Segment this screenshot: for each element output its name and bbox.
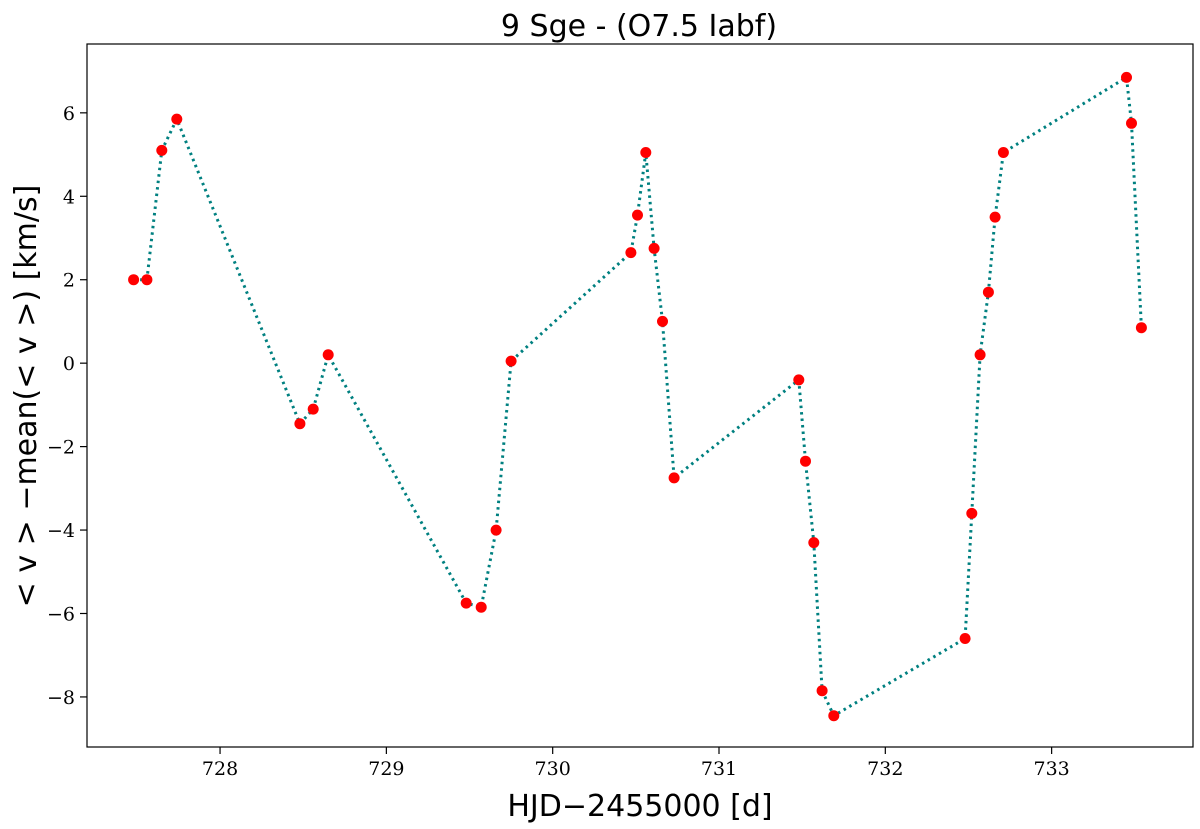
data-point bbox=[982, 286, 994, 298]
data-point bbox=[657, 315, 668, 327]
data-point bbox=[800, 455, 811, 467]
data-point bbox=[997, 147, 1009, 158]
data-point bbox=[307, 403, 319, 415]
y-tick-label: 2 bbox=[63, 270, 75, 292]
plot-area bbox=[86, 43, 1194, 748]
data-point bbox=[294, 418, 306, 430]
data-point bbox=[640, 147, 652, 158]
x-tick-label: 731 bbox=[701, 758, 737, 780]
data-point bbox=[171, 113, 183, 125]
data-point bbox=[625, 247, 637, 259]
data-point bbox=[808, 537, 820, 549]
y-tick-label: −2 bbox=[47, 437, 75, 459]
y-tick-label: −8 bbox=[47, 687, 75, 709]
data-point bbox=[141, 274, 153, 286]
x-tick-label: 733 bbox=[1033, 758, 1069, 780]
y-axis: −8 −6 −4 −2 0 2 4 6 bbox=[47, 103, 87, 709]
data-point bbox=[505, 355, 517, 367]
data-point bbox=[966, 507, 978, 519]
x-tick-label: 732 bbox=[867, 758, 903, 780]
data-point bbox=[322, 349, 334, 361]
data-point bbox=[793, 374, 805, 386]
data-point bbox=[989, 211, 1001, 223]
series-line bbox=[133, 74, 1143, 718]
data-point bbox=[475, 601, 487, 613]
data-point bbox=[490, 524, 502, 536]
data-point bbox=[648, 242, 660, 254]
y-tick-label: −6 bbox=[47, 603, 75, 625]
data-point bbox=[959, 633, 971, 644]
x-tick-label: 729 bbox=[368, 758, 404, 780]
x-tick-label: 730 bbox=[535, 758, 571, 780]
x-tick-label: 728 bbox=[202, 758, 238, 780]
x-axis: 728 729 730 731 732 733 bbox=[202, 747, 1070, 780]
chart-title: 9 Sge - (O7.5 Iabf) bbox=[501, 9, 777, 44]
y-tick-label: 6 bbox=[63, 103, 75, 125]
x-axis-label: HJD−2455000 [d] bbox=[507, 789, 772, 824]
y-tick-label: 4 bbox=[63, 186, 75, 208]
y-tick-label: −4 bbox=[47, 520, 75, 542]
data-point bbox=[668, 472, 680, 484]
data-points bbox=[128, 71, 1147, 722]
y-tick-label: 0 bbox=[63, 353, 75, 375]
data-point bbox=[460, 597, 472, 609]
data-point bbox=[1135, 322, 1147, 334]
data-point bbox=[632, 209, 643, 221]
data-point bbox=[816, 685, 828, 697]
data-point bbox=[974, 349, 986, 361]
data-point bbox=[1126, 117, 1137, 129]
data-point bbox=[156, 144, 168, 156]
y-axis-label: < v > −mean(< v >) [km/s] bbox=[9, 185, 44, 608]
data-point bbox=[128, 274, 140, 286]
data-point bbox=[828, 710, 840, 722]
data-point bbox=[1121, 71, 1132, 83]
